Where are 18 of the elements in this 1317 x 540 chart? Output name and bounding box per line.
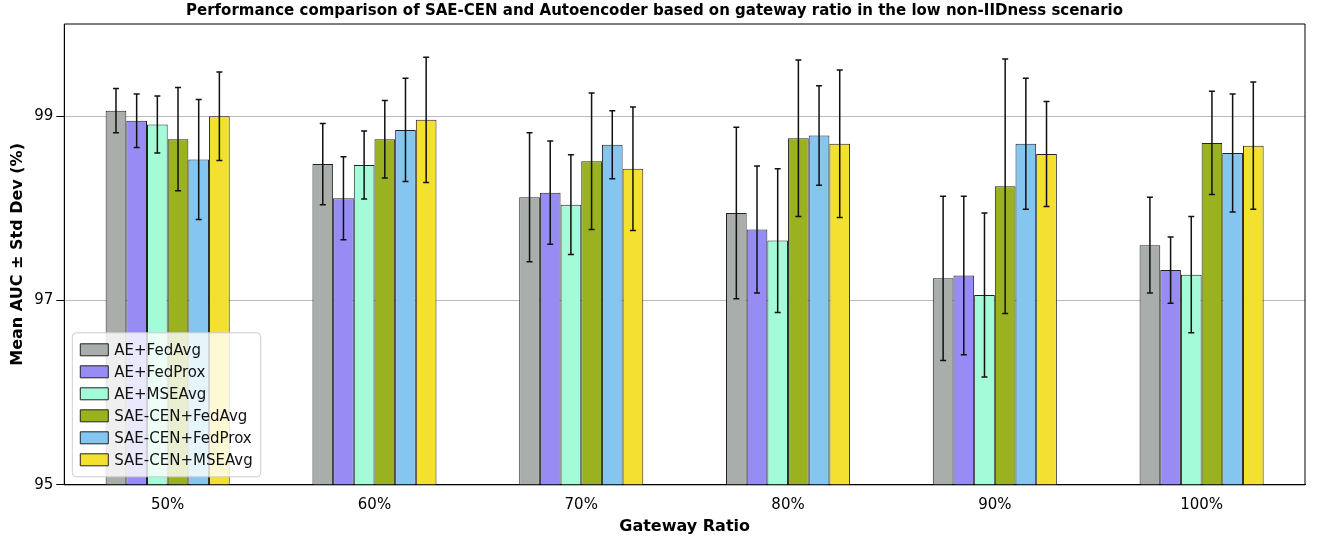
legend-label: AE+MSEAvg bbox=[114, 384, 207, 403]
legend-label: SAE-CEN+MSEAvg bbox=[114, 450, 253, 469]
x-tick-label: 80% bbox=[771, 494, 805, 513]
x-tick-label: 50% bbox=[151, 494, 185, 513]
y-tick-label: 95 bbox=[34, 474, 54, 493]
legend-label: AE+FedProx bbox=[114, 362, 206, 381]
y-tick-label: 97 bbox=[34, 290, 54, 309]
y-tick-label: 99 bbox=[34, 106, 54, 125]
x-tick-label: 60% bbox=[357, 494, 392, 513]
x-tick-label: 90% bbox=[978, 494, 1012, 513]
legend-label: SAE-CEN+FedProx bbox=[114, 428, 252, 447]
chart-title: Performance comparison of SAE-CEN and Autoencoder based on gateway ratio in the low non-IIDness scenario bbox=[185, 0, 1124, 19]
legend-label: SAE-CEN+FedAvg bbox=[114, 406, 248, 425]
x-tick-label: 70% bbox=[564, 494, 598, 513]
x-axis-title: Gateway Ratio bbox=[619, 515, 751, 535]
x-tick-label: 100% bbox=[1180, 494, 1224, 513]
legend-label: AE+FedAvg bbox=[114, 340, 201, 359]
y-axis-title: Mean AUC ± Std Dev (%) bbox=[6, 143, 26, 366]
